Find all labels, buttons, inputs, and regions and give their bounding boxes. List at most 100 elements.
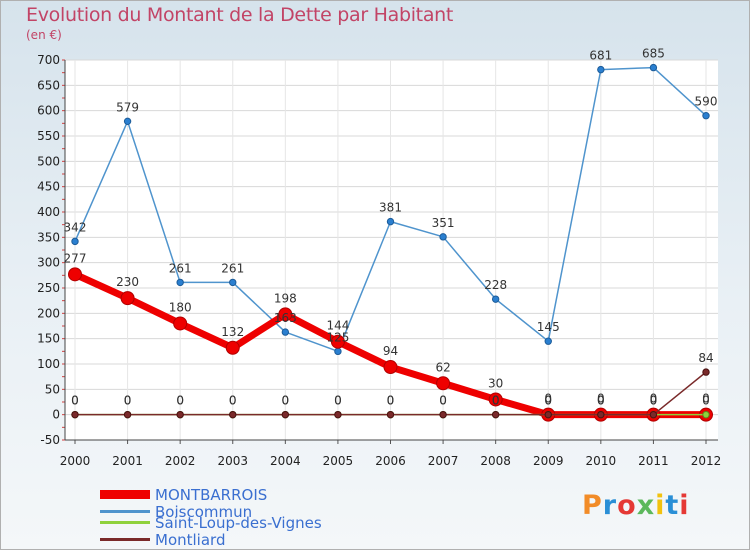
data-label-boiscommun: 261 bbox=[221, 261, 244, 275]
data-label-montliard: 0 bbox=[176, 394, 184, 408]
x-tick-label: 2002 bbox=[165, 454, 196, 468]
data-point-montliard bbox=[597, 410, 605, 419]
proxiti-logo: Proxiti bbox=[582, 490, 690, 521]
y-tick-label: 650 bbox=[37, 78, 60, 92]
data-labels-layer: 342 579 261 261 163 125 381 351 228 145 681 685 590 2… bbox=[64, 47, 718, 408]
data-point-montbarrois bbox=[225, 340, 240, 355]
data-point-montliard bbox=[649, 410, 658, 419]
x-tick-label: 2003 bbox=[217, 454, 248, 468]
y-tick-label: 600 bbox=[37, 104, 60, 118]
x-tick-label: 2007 bbox=[428, 454, 459, 468]
data-point-boiscommun bbox=[281, 328, 290, 336]
y-tick-label: 150 bbox=[37, 332, 60, 346]
data-label-boiscommun: 681 bbox=[589, 49, 612, 63]
logo-letter: t bbox=[665, 490, 680, 521]
y-tick-label: 250 bbox=[37, 281, 60, 295]
logo-letter: x bbox=[636, 490, 656, 521]
legend-item-boiscommun[interactable]: Boiscommun bbox=[100, 502, 253, 521]
x-tick-label: 2004 bbox=[270, 454, 301, 468]
data-point-montliard bbox=[229, 410, 237, 419]
data-point-montbarrois bbox=[68, 267, 82, 282]
y-tick-label: -50 bbox=[40, 433, 60, 447]
legend-label: Boiscommun bbox=[155, 502, 253, 521]
y-tick-label: 350 bbox=[37, 230, 60, 244]
data-label-saint-loup-des-vignes: 0 bbox=[650, 394, 658, 408]
data-point-montbarrois bbox=[173, 316, 188, 331]
data-label-montliard: 0 bbox=[124, 394, 132, 408]
data-label-montbarrois: 277 bbox=[64, 251, 87, 265]
data-label-saint-loup-des-vignes: 0 bbox=[544, 394, 552, 408]
chart-unit: (en €) bbox=[26, 28, 62, 42]
data-label-montliard: 0 bbox=[650, 394, 658, 408]
data-point-montbarrois bbox=[278, 307, 293, 322]
data-label-saint-loup-des-vignes: 0 bbox=[387, 394, 395, 408]
data-label-montliard: 0 bbox=[282, 394, 290, 408]
data-point-montbarrois bbox=[330, 334, 345, 349]
data-point-montliard bbox=[702, 368, 710, 376]
legend-label: MONTBARROIS bbox=[155, 485, 268, 504]
x-tick-label: 2010 bbox=[586, 454, 617, 468]
data-point-montliard bbox=[544, 410, 552, 419]
data-point-boiscommun bbox=[176, 278, 184, 287]
data-point-montbarrois bbox=[488, 392, 503, 407]
data-point-montbarrois bbox=[436, 376, 451, 391]
logo-letter: i bbox=[655, 490, 666, 521]
logo-letter: o bbox=[617, 490, 637, 521]
data-label-montbarrois: 30 bbox=[488, 376, 503, 390]
legend-swatch bbox=[100, 490, 150, 499]
data-label-montliard: 0 bbox=[544, 394, 552, 408]
x-tick-label: 2000 bbox=[60, 454, 91, 468]
x-tick-label: 2005 bbox=[323, 454, 354, 468]
data-point-montliard bbox=[491, 410, 500, 419]
legend-swatch bbox=[100, 521, 150, 524]
legend-swatch bbox=[100, 510, 150, 513]
y-tick-label: 400 bbox=[37, 205, 60, 219]
data-label-montliard: 0 bbox=[334, 394, 342, 408]
data-point-boiscommun bbox=[491, 295, 500, 303]
chart-grid bbox=[65, 59, 718, 441]
data-label-montbarrois: 0 bbox=[597, 392, 605, 406]
chart-axes: -500501001502002503003504004505005506006… bbox=[37, 53, 721, 468]
data-point-montliard bbox=[281, 410, 290, 419]
legend-item-montbarrois[interactable]: MONTBARROIS bbox=[100, 485, 268, 504]
data-label-saint-loup-des-vignes: 0 bbox=[71, 394, 79, 408]
legend-item-montliard[interactable]: Montliard bbox=[100, 530, 226, 549]
legend-item-saint-loup-des-vignes[interactable]: Saint-Loup-des-Vignes bbox=[100, 514, 322, 532]
x-tick-label: 2001 bbox=[112, 454, 143, 468]
data-label-montbarrois: 0 bbox=[544, 392, 552, 406]
data-label-saint-loup-des-vignes: 0 bbox=[597, 394, 605, 408]
y-tick-label: 300 bbox=[37, 256, 60, 270]
data-label-montbarrois: 180 bbox=[169, 300, 192, 314]
data-point-boiscommun bbox=[439, 233, 447, 241]
data-label-boiscommun: 590 bbox=[695, 95, 718, 109]
data-point-boiscommun bbox=[386, 217, 395, 226]
x-tick-label: 2008 bbox=[480, 454, 511, 468]
data-label-boiscommun: 381 bbox=[379, 201, 402, 215]
data-point-saint-loup-des-vignes bbox=[702, 410, 710, 419]
x-tick-label: 2009 bbox=[533, 454, 564, 468]
chart-title: Evolution du Montant de la Dette par Hab… bbox=[26, 4, 454, 26]
data-label-montliard: 0 bbox=[387, 394, 395, 408]
data-label-montbarrois: 230 bbox=[116, 275, 139, 289]
y-tick-label: 0 bbox=[52, 408, 60, 422]
data-point-montliard bbox=[123, 410, 132, 419]
data-point-montliard bbox=[439, 410, 447, 419]
data-label-saint-loup-des-vignes: 0 bbox=[334, 394, 342, 408]
data-label-boiscommun: 145 bbox=[537, 320, 560, 334]
data-label-montliard: 84 bbox=[698, 351, 713, 365]
y-tick-label: 500 bbox=[37, 154, 60, 168]
data-label-boiscommun: 163 bbox=[274, 311, 297, 325]
data-point-boiscommun bbox=[123, 117, 132, 126]
y-tick-label: 50 bbox=[45, 382, 60, 396]
series-layer bbox=[68, 63, 713, 422]
data-point-montliard bbox=[176, 410, 184, 419]
data-label-boiscommun: 125 bbox=[326, 330, 349, 344]
y-tick-label: 450 bbox=[37, 180, 60, 194]
y-tick-label: 200 bbox=[37, 306, 60, 320]
logo-letter: r bbox=[602, 490, 618, 521]
data-label-montbarrois: 62 bbox=[435, 360, 450, 374]
data-label-montbarrois: 144 bbox=[326, 319, 349, 333]
data-label-saint-loup-des-vignes: 0 bbox=[439, 394, 447, 408]
legend-label: Montliard bbox=[155, 530, 226, 549]
data-label-montliard: 0 bbox=[71, 394, 79, 408]
